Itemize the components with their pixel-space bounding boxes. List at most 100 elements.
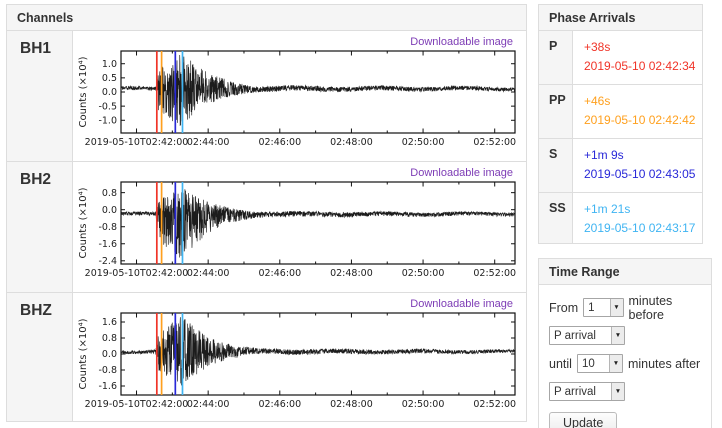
x-tick-label: 02:50:00 [402,399,445,410]
x-tick-label: 02:52:00 [473,137,516,148]
phase-row-SS: SS +1m 21s 2019-05-10 02:43:17 [539,193,702,243]
y-axis-label: Counts (×10⁴) [78,56,89,127]
x-tick-label: 02:48:00 [330,399,373,410]
channel-rows: BH1 Downloadable image Counts (×10⁴) 1.0 0.5… [7,31,526,421]
phase-datetime: 2019-05-10 02:43:17 [584,221,696,235]
phase-row-P: P +38s 2019-05-10 02:42:34 [539,31,702,85]
time-range-panel: Time Range From 1 ▼ minutes before P arr… [538,258,712,428]
y-tick-label: -2.4 [98,256,117,267]
time-range-header: Time Range [539,259,711,285]
phase-times: +1m 9s 2019-05-10 02:43:05 [573,139,702,192]
phase-after-select-wrap: P arrival ▼ [549,382,625,401]
y-tick-label: -1.0 [98,115,117,126]
phase-arrivals-title: Phase Arrivals [549,10,636,25]
phase-after-line: P arrival ▼ [549,382,701,401]
y-tick-label: 0.5 [102,73,117,84]
channel-plot-cell: Downloadable image Counts (×10⁴) 0.8 0.0 -0.… [73,162,526,292]
phase-after-select[interactable]: P arrival [549,382,625,401]
y-axis-label: Counts (×10⁴) [78,187,89,258]
from-label: From [549,300,579,315]
time-range-body: From 1 ▼ minutes before P arrival ▼ unti… [539,285,711,428]
y-tick-label: 0.0 [102,87,117,98]
waveform-trace [121,189,515,258]
y-tick-label: 1.6 [102,317,117,328]
phase-offset: +1m 9s [584,148,624,162]
downloadable-image-link[interactable]: Downloadable image [410,167,513,179]
channel-row-BHZ: BHZ Downloadable image Counts (×10⁴) 1.6 0.8… [7,293,526,421]
x-tick-label: 02:50:00 [402,137,445,148]
x-tick-label: 2019-05-10T02:42:00 [85,399,189,410]
y-tick-label: 0.0 [102,349,117,360]
x-tick-label: 02:52:00 [473,399,516,410]
waveform-trace [121,55,515,126]
phase-times: +38s 2019-05-10 02:42:34 [573,31,702,84]
x-tick-label: 2019-05-10T02:42:00 [85,137,189,148]
minutes-after-label: minutes after [627,356,701,371]
phase-offset: +46s [584,94,611,108]
channel-label: BH1 [7,31,73,161]
channels-panel-header: Channels [7,5,526,31]
x-tick-label: 02:44:00 [187,268,230,279]
phase-name: SS [539,193,573,243]
x-tick-label: 2019-05-10T02:42:00 [85,268,189,279]
channel-row-BH1: BH1 Downloadable image Counts (×10⁴) 1.0 0.5… [7,31,526,162]
phase-name: S [539,139,573,192]
x-tick-label: 02:46:00 [258,268,301,279]
phase-rows: P +38s 2019-05-10 02:42:34 PP +46s 2019-05-10… [539,31,702,243]
y-tick-label: 0.0 [102,205,117,216]
channel-label: BH2 [7,162,73,292]
downloadable-image-link[interactable]: Downloadable image [410,298,513,310]
phase-before-line: P arrival ▼ [549,326,701,345]
phase-datetime: 2019-05-10 02:43:05 [584,167,696,181]
phase-row-S: S +1m 9s 2019-05-10 02:43:05 [539,139,702,193]
y-tick-label: 1.0 [102,59,117,70]
until-label: until [549,356,572,371]
minutes-before-label: minutes before [628,293,673,322]
minutes-after-select[interactable]: 10 [576,354,623,373]
x-tick-label: 02:48:00 [330,137,373,148]
y-tick-label: 0.8 [102,333,117,344]
phase-datetime: 2019-05-10 02:42:42 [584,113,696,127]
phase-row-PP: PP +46s 2019-05-10 02:42:42 [539,85,702,139]
phase-times: +1m 21s 2019-05-10 02:43:17 [573,193,702,243]
phase-before-select-wrap: P arrival ▼ [549,326,625,345]
time-range-title: Time Range [549,264,620,279]
x-tick-label: 02:46:00 [258,137,301,148]
x-tick-label: 02:52:00 [473,268,516,279]
phase-datetime: 2019-05-10 02:42:34 [584,59,696,73]
update-button[interactable]: Update [549,412,618,428]
downloadable-image-link[interactable]: Downloadable image [410,36,513,48]
seismogram-plot-BH2: Counts (×10⁴) 0.8 0.0 -0.8 -1.6 -2.42019-05-1… [78,181,516,279]
minutes-before-select[interactable]: 1 [583,298,624,317]
phase-arrivals-panel: Phase Arrivals P +38s 2019-05-10 02:42:34 P… [538,4,703,244]
phase-name: P [539,31,573,84]
phase-offset: +1m 21s [584,202,631,216]
y-tick-label: -1.6 [98,381,117,392]
phase-before-select[interactable]: P arrival [549,326,625,345]
channel-plot-cell: Downloadable image Counts (×10⁴) 1.0 0.5 0.0… [73,31,526,161]
channel-plot-cell: Downloadable image Counts (×10⁴) 1.6 0.8 0.0… [73,293,526,421]
x-tick-label: 02:48:00 [330,268,373,279]
x-tick-label: 02:44:00 [187,399,230,410]
minutes-before-select-wrap: 1 ▼ [583,298,624,317]
phase-arrivals-header: Phase Arrivals [539,5,702,31]
phase-name: PP [539,85,573,138]
channels-panel: Channels BH1 Downloadable image Counts (×1… [6,4,527,422]
channels-title: Channels [17,10,74,25]
seismogram-plot-BH1: Counts (×10⁴) 1.0 0.5 0.0 -0.5 -1.0 2019-05-10… [78,50,516,148]
minutes-after-line: until 10 ▼ minutes after [549,354,701,373]
channel-row-BH2: BH2 Downloadable image Counts (×10⁴) 0.8 0.0… [7,162,526,293]
minutes-before-line: From 1 ▼ minutes before [549,294,701,322]
y-tick-label: -0.8 [98,365,117,376]
x-tick-label: 02:44:00 [187,137,230,148]
x-tick-label: 02:50:00 [402,268,445,279]
y-tick-label: -0.8 [98,222,117,233]
y-tick-label: 0.8 [102,188,117,199]
x-tick-label: 02:46:00 [258,399,301,410]
channel-label: BHZ [7,293,73,421]
y-tick-label: -1.6 [98,239,117,250]
phase-times: +46s 2019-05-10 02:42:42 [573,85,702,138]
minutes-after-select-wrap: 10 ▼ [576,354,623,373]
phase-offset: +38s [584,40,611,54]
